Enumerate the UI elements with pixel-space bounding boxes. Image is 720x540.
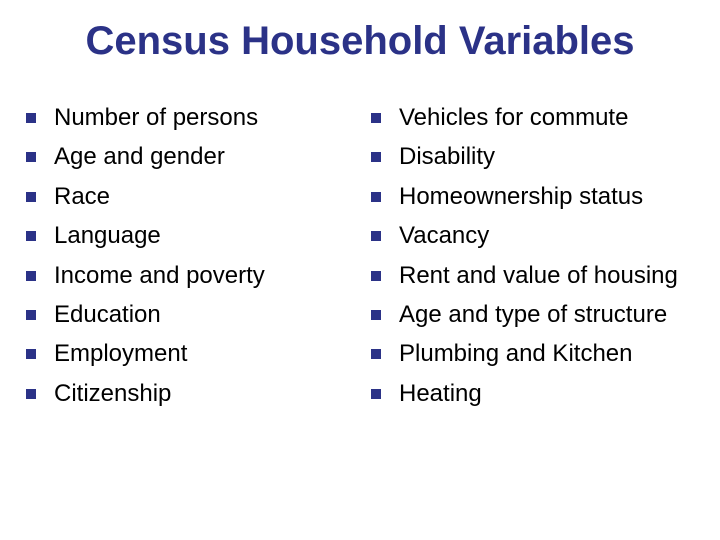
square-bullet-icon <box>26 113 36 123</box>
list-item: Language <box>20 220 355 252</box>
list-item: Plumbing and Kitchen <box>365 338 700 370</box>
list-item: Homeownership status <box>365 181 700 213</box>
list-item: Rent and value of housing <box>365 260 700 292</box>
list-item: Heating <box>365 378 700 410</box>
list-item-text: Heating <box>399 378 482 410</box>
list-item-text: Vehicles for commute <box>399 102 628 134</box>
slide-container: Census Household Variables Number of per… <box>0 0 720 540</box>
list-item-text: Employment <box>54 338 187 370</box>
list-item-text: Education <box>54 299 161 331</box>
list-item-text: Plumbing and Kitchen <box>399 338 632 370</box>
list-item-text: Rent and value of housing <box>399 260 678 292</box>
square-bullet-icon <box>371 389 381 399</box>
square-bullet-icon <box>371 113 381 123</box>
list-item: Age and type of structure <box>365 299 700 331</box>
square-bullet-icon <box>26 389 36 399</box>
square-bullet-icon <box>26 152 36 162</box>
square-bullet-icon <box>26 271 36 281</box>
list-item: Vacancy <box>365 220 700 252</box>
list-item-text: Race <box>54 181 110 213</box>
list-item: Vehicles for commute <box>365 102 700 134</box>
list-item-text: Income and poverty <box>54 260 265 292</box>
square-bullet-icon <box>371 310 381 320</box>
square-bullet-icon <box>371 152 381 162</box>
list-item: Income and poverty <box>20 260 355 292</box>
list-item-text: Language <box>54 220 161 252</box>
list-item: Number of persons <box>20 102 355 134</box>
list-item-text: Age and gender <box>54 141 225 173</box>
square-bullet-icon <box>371 349 381 359</box>
right-column: Vehicles for commute Disability Homeowners… <box>365 102 700 417</box>
list-item-text: Citizenship <box>54 378 171 410</box>
list-item: Citizenship <box>20 378 355 410</box>
square-bullet-icon <box>26 349 36 359</box>
list-item: Employment <box>20 338 355 370</box>
list-item: Education <box>20 299 355 331</box>
square-bullet-icon <box>371 271 381 281</box>
list-item-text: Disability <box>399 141 495 173</box>
square-bullet-icon <box>26 310 36 320</box>
list-item-text: Age and type of structure <box>399 299 667 331</box>
list-item-text: Homeownership status <box>399 181 643 213</box>
list-item-text: Number of persons <box>54 102 258 134</box>
square-bullet-icon <box>371 231 381 241</box>
list-item-text: Vacancy <box>399 220 489 252</box>
square-bullet-icon <box>26 192 36 202</box>
columns-wrapper: Number of persons Age and gender Race Langu… <box>20 102 700 417</box>
list-item: Age and gender <box>20 141 355 173</box>
list-item: Disability <box>365 141 700 173</box>
slide-title: Census Household Variables <box>20 18 700 64</box>
square-bullet-icon <box>371 192 381 202</box>
list-item: Race <box>20 181 355 213</box>
left-list: Number of persons Age and gender Race Langu… <box>20 102 355 410</box>
right-list: Vehicles for commute Disability Homeowners… <box>365 102 700 410</box>
left-column: Number of persons Age and gender Race Langu… <box>20 102 355 417</box>
square-bullet-icon <box>26 231 36 241</box>
